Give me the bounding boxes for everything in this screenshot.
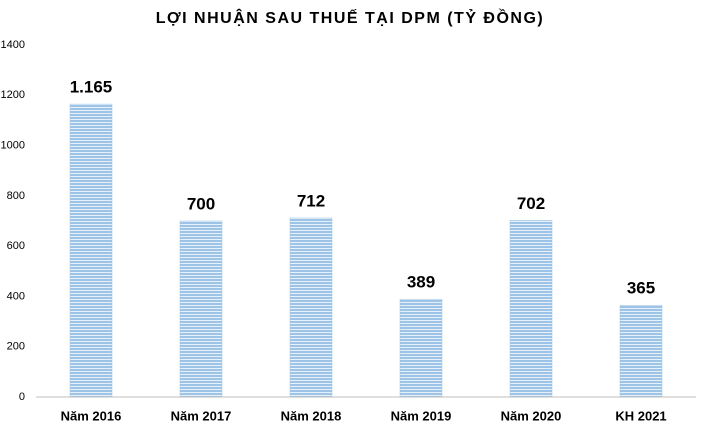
bar (69, 103, 113, 398)
y-tick-label: 600 (7, 240, 25, 252)
bar (179, 220, 223, 398)
value-label: 365 (627, 279, 655, 298)
x-tick-label: Năm 2020 (501, 408, 562, 423)
x-tick-label: Năm 2019 (391, 408, 452, 423)
value-label: 1.165 (70, 78, 113, 97)
value-label: 712 (297, 191, 325, 210)
bar (509, 220, 553, 398)
x-tick-label: Năm 2018 (281, 408, 342, 423)
y-tick-label: 1200 (1, 89, 25, 101)
chart-title: LỢI NHUẬN SAU THUẾ TẠI DPM (TỶ ĐỒNG) (156, 8, 545, 27)
y-tick-label: 1000 (1, 139, 25, 151)
x-tick-label: KH 2021 (615, 408, 666, 423)
value-label: 702 (517, 194, 545, 213)
bar (619, 304, 663, 398)
y-tick-label: 1400 (1, 39, 25, 51)
y-tick-label: 800 (7, 190, 25, 202)
bar (399, 298, 443, 398)
x-tick-label: Năm 2016 (61, 408, 122, 423)
value-label: 700 (187, 194, 215, 213)
y-tick-label: 200 (7, 341, 25, 353)
bar (289, 217, 333, 398)
value-label: 389 (407, 273, 435, 292)
y-tick-label: 400 (7, 290, 25, 302)
y-tick-label: 0 (19, 391, 25, 403)
x-tick-label: Năm 2017 (171, 408, 232, 423)
